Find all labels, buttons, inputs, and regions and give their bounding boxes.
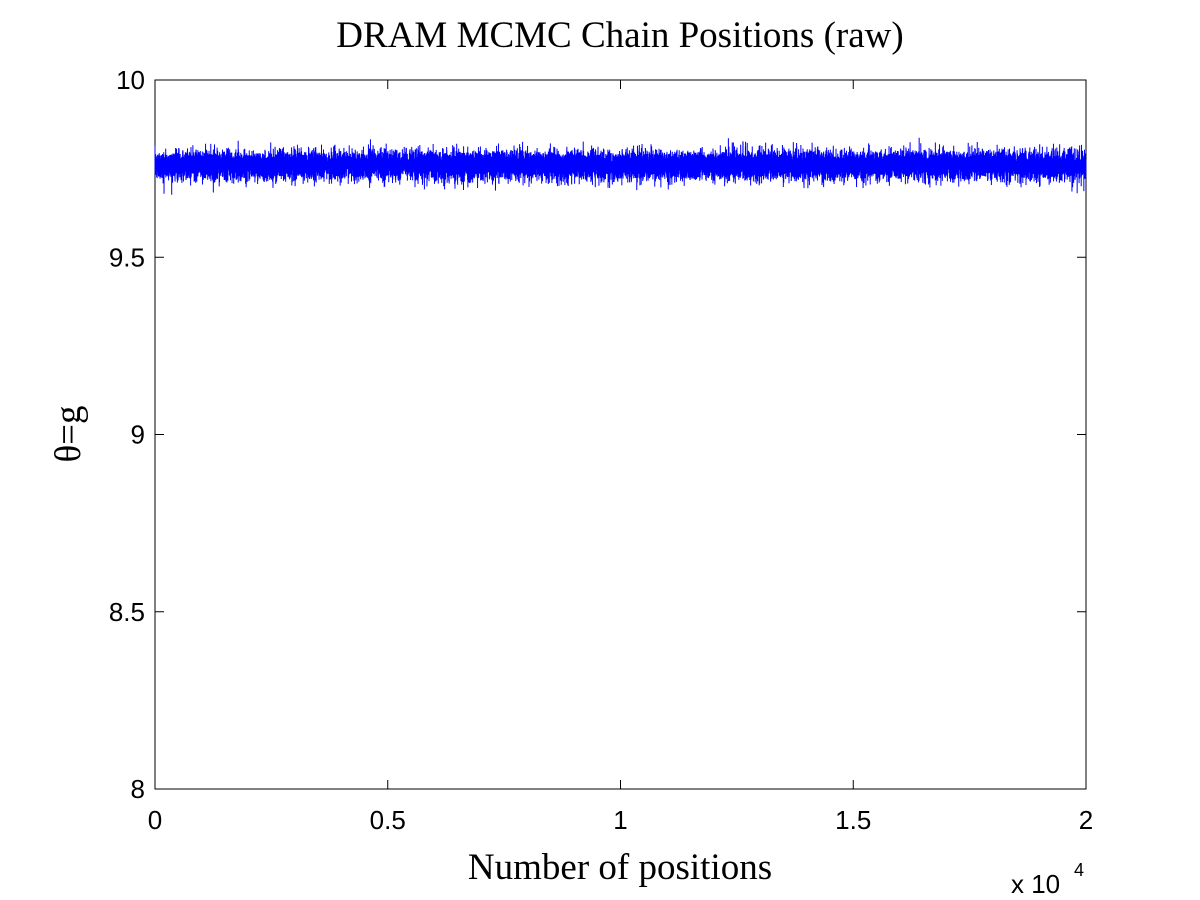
x-tick-label: 0.5 xyxy=(370,805,406,835)
y-tick-label: 8.5 xyxy=(109,597,145,627)
axis-ticks xyxy=(154,79,1087,790)
y-tick-label: 10 xyxy=(116,65,145,95)
y-tick-label: 9 xyxy=(131,420,145,450)
y-axis-label: θ=g xyxy=(48,405,89,462)
x-axis-exponent: x 10 xyxy=(1011,869,1060,899)
x-axis-label: Number of positions xyxy=(468,847,772,888)
x-tick-label: 1 xyxy=(613,805,627,835)
series-chain-line xyxy=(154,137,1087,195)
y-tick-label: 8 xyxy=(131,774,145,804)
x-tick-label: 2 xyxy=(1079,805,1093,835)
plot-area xyxy=(154,79,1087,790)
axis-tick-labels: 0 0.5 1 1.5 2 8 8.5 9 9.5 10 xyxy=(109,65,1093,835)
y-tick-label: 9.5 xyxy=(109,242,145,272)
x-tick-label: 1.5 xyxy=(835,805,871,835)
x-axis-exponent-power: 4 xyxy=(1074,860,1084,880)
x-tick-label: 0 xyxy=(148,805,162,835)
chart-title: DRAM MCMC Chain Positions (raw) xyxy=(336,15,903,56)
